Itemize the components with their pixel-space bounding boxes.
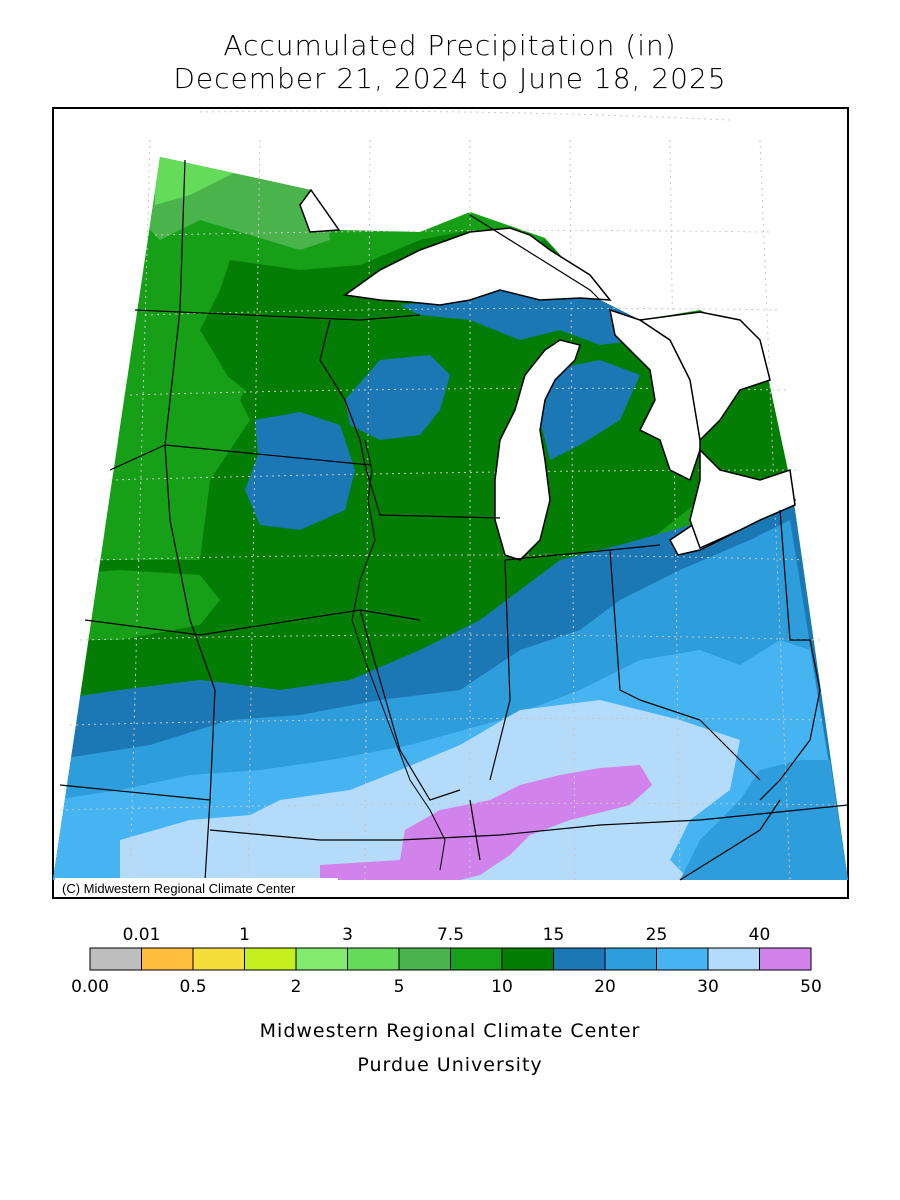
outside-domain xyxy=(299,188,796,550)
river-line xyxy=(351,439,446,871)
legend-swatch xyxy=(604,947,657,971)
map-title: Accumulated Precipitation (in) xyxy=(223,29,677,62)
footer-org: Midwestern Regional Climate Center xyxy=(259,1020,641,1042)
zone-20-25-lower-mi xyxy=(540,360,640,460)
legend-bottom-label: 2 xyxy=(291,977,302,997)
legend-swatch xyxy=(656,947,709,971)
legend-top-label: 25 xyxy=(646,925,668,945)
legend-swatch xyxy=(244,947,297,971)
legend-swatch xyxy=(192,947,245,971)
legend-swatch xyxy=(347,947,400,971)
legend-bottom-label: 10 xyxy=(491,977,513,997)
zone-25-30-ky-east xyxy=(680,760,848,880)
legend-swatch xyxy=(707,947,760,971)
legend-swatch xyxy=(295,947,348,971)
legend-bottom-label: 5 xyxy=(394,977,405,997)
legend-top-label: 7.5 xyxy=(437,925,464,945)
legend-swatch xyxy=(89,947,142,971)
legend-bottom-label: 20 xyxy=(594,977,616,997)
copyright-box xyxy=(55,878,338,897)
legend-top-label: 0.01 xyxy=(123,925,161,945)
legend-swatch xyxy=(141,947,194,971)
lake-michigan xyxy=(494,339,581,561)
legend-bottom-label: 30 xyxy=(697,977,719,997)
legend-top-label: 1 xyxy=(239,925,250,945)
zone-20-25-upper-mi xyxy=(400,290,650,345)
legend-swatch xyxy=(501,947,554,971)
legend-swatch xyxy=(398,947,451,971)
legend: 0.01 1 3 7.5 15 25 400.00 0.5 2 5 10 20 30 50 xyxy=(71,925,822,997)
legend-top-label: 40 xyxy=(749,925,771,945)
zone-20-25-wisconsin xyxy=(345,355,450,440)
legend-swatch xyxy=(759,947,812,971)
zone-20-25-iowa xyxy=(245,412,355,530)
legend-bottom-label: 50 xyxy=(800,977,822,997)
zone-15-20 xyxy=(53,230,800,700)
copyright-text: (C) Midwestern Regional Climate Center xyxy=(62,881,296,896)
map-date-range: December 21, 2024 to June 18, 2025 xyxy=(173,62,727,95)
lake-superior xyxy=(343,227,612,306)
legend-top-label: 15 xyxy=(543,925,565,945)
legend-bottom-label: 0.00 xyxy=(71,977,109,997)
legend-top-label: 3 xyxy=(342,925,353,945)
zone-35-40 xyxy=(120,700,740,880)
legend-bottom-label: 0.5 xyxy=(179,977,206,997)
legend-swatch xyxy=(450,947,503,971)
zone-40-50 xyxy=(320,765,652,880)
footer-university: Purdue University xyxy=(357,1054,543,1076)
legend-swatch xyxy=(553,947,606,971)
